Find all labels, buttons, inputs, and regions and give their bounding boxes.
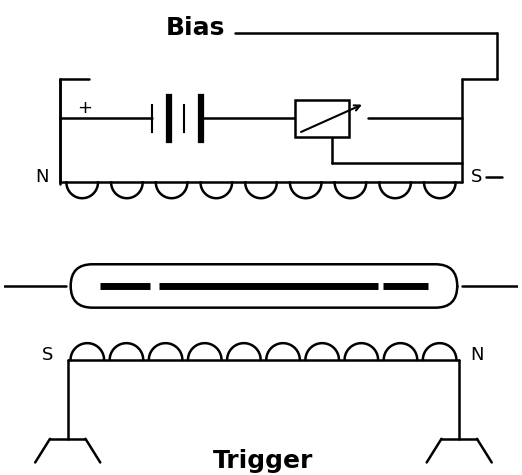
Text: S: S xyxy=(42,346,54,364)
Bar xyxy=(294,100,349,137)
Text: Trigger: Trigger xyxy=(213,449,313,474)
Text: S: S xyxy=(471,169,483,187)
Text: +: + xyxy=(77,99,92,117)
Text: N: N xyxy=(470,346,484,364)
Text: N: N xyxy=(35,169,49,187)
FancyBboxPatch shape xyxy=(70,264,457,308)
Text: Bias: Bias xyxy=(166,16,226,39)
